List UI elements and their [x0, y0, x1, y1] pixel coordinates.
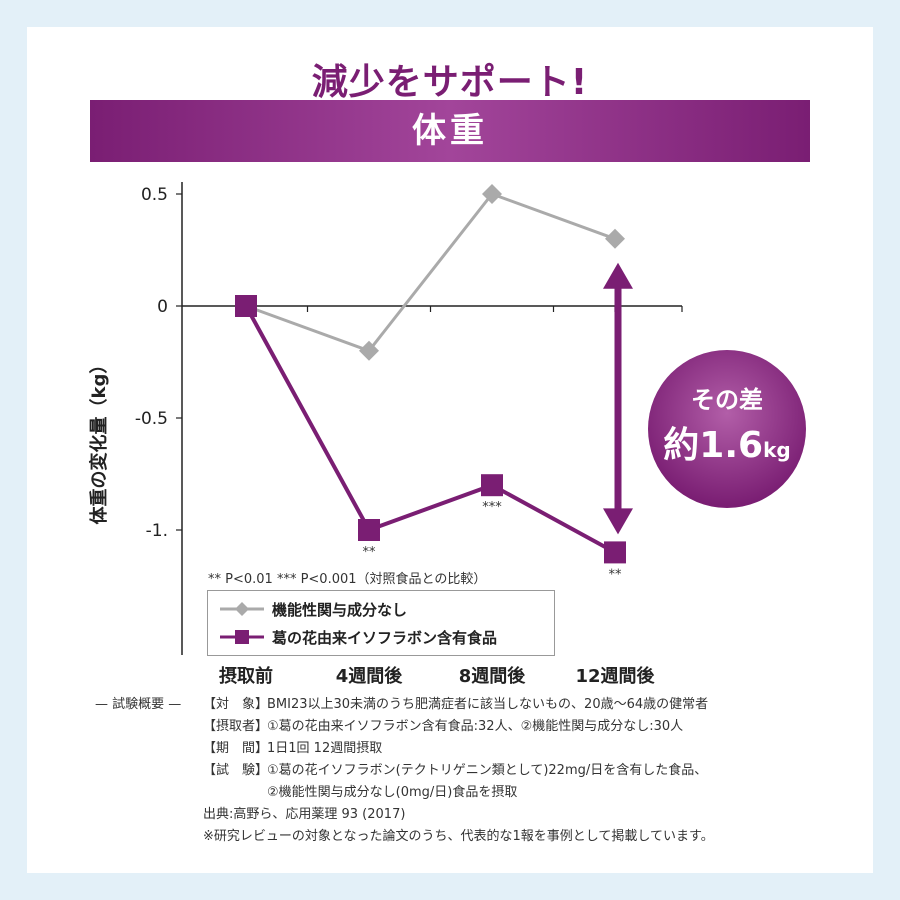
isoflavone-point — [235, 295, 257, 317]
series-line-isoflavone — [244, 305, 616, 555]
difference-label-line1: その差 — [691, 386, 763, 414]
title-band: 体重 — [90, 100, 810, 162]
y-tick-label: 0.5 — [141, 185, 168, 205]
series-markers — [235, 184, 626, 564]
square-marker-icon — [220, 630, 264, 644]
control-point — [605, 228, 625, 249]
y-tick-label: -0.5 — [135, 409, 168, 429]
legend-label-control: 機能性関与成分なし — [272, 600, 408, 619]
difference-arrow — [603, 262, 633, 535]
study-details: — 試験概要 — 【対 象】 BMI23以上30未満のうち肥満症者に該当しないもの、… — [95, 694, 714, 848]
isoflavone-point — [358, 519, 380, 541]
significance-label: ** — [363, 545, 377, 560]
headline: 減少をサポート! — [311, 62, 589, 103]
details-row-period: 【期 間】 1日1回 12週間摂取 — [203, 741, 383, 756]
y-tick-label: 0 — [157, 297, 168, 317]
isoflavone-point — [481, 474, 503, 497]
arrow-head-up — [603, 262, 633, 289]
legend-label-isoflavone: 葛の花由来イソフラボン含有食品 — [272, 628, 498, 647]
arrow-head-down — [603, 508, 633, 535]
details-row-test: 【試 験】 ①葛の花イソフラボン(テクトリゲニン類として)22mg/日を含有した食… — [203, 763, 708, 778]
x-category-label: 8週間後 — [458, 666, 526, 687]
x-category-label: 12週間後 — [575, 666, 655, 687]
isoflavone-point — [604, 541, 626, 564]
difference-value: 約1.6kg — [663, 425, 791, 466]
significance-note: ** P<0.01 *** P<0.001（対照食品との比較） — [208, 572, 487, 587]
details-row-test-continued: ②機能性関与成分なし(0mg/日)食品を摂取 — [267, 785, 518, 800]
significance-marks: ******* — [363, 500, 623, 582]
y-axis-label: 体重の変化量（kg） — [89, 355, 110, 525]
legend: 機能性関与成分なし 葛の花由来イソフラボン含有食品 — [207, 590, 555, 656]
y-tick-label: -1. — [146, 521, 168, 541]
series-line-control — [245, 192, 616, 353]
x-category-label: 4週間後 — [335, 666, 403, 687]
difference-bubble: その差 約1.6kg — [648, 350, 806, 508]
y-ticks: 0.5 0 -0.5 -1. — [135, 185, 182, 541]
details-lead: — 試験概要 — — [95, 697, 182, 712]
details-row-target: — 試験概要 — 【対 象】 BMI23以上30未満のうち肥満症者に該当しないもの、… — [95, 694, 714, 716]
details-source: 出典:高野ら、応用薬理 93 (2017) — [203, 807, 406, 822]
band-title: 体重 — [412, 111, 488, 151]
legend-item-isoflavone: 葛の花由来イソフラボン含有食品 — [220, 623, 497, 651]
diamond-marker-icon — [220, 602, 264, 616]
details-row-subjects: 【摂取者】 ①葛の花由来イソフラボン含有食品:32人、②機能性関与成分なし:30人 — [203, 719, 684, 734]
legend-item-control: 機能性関与成分なし — [220, 595, 407, 623]
control-point — [359, 340, 379, 361]
control-point — [482, 184, 502, 204]
x-category-label: 摂取前 — [219, 666, 273, 687]
difference-unit: kg — [763, 438, 791, 462]
details-remark: ※研究レビューの対象となった論文のうち、代表的な1報を事例として掲載しています。 — [203, 829, 714, 844]
significance-label: *** — [482, 500, 502, 515]
series-lines — [244, 192, 616, 555]
significance-label: ** — [609, 567, 623, 582]
